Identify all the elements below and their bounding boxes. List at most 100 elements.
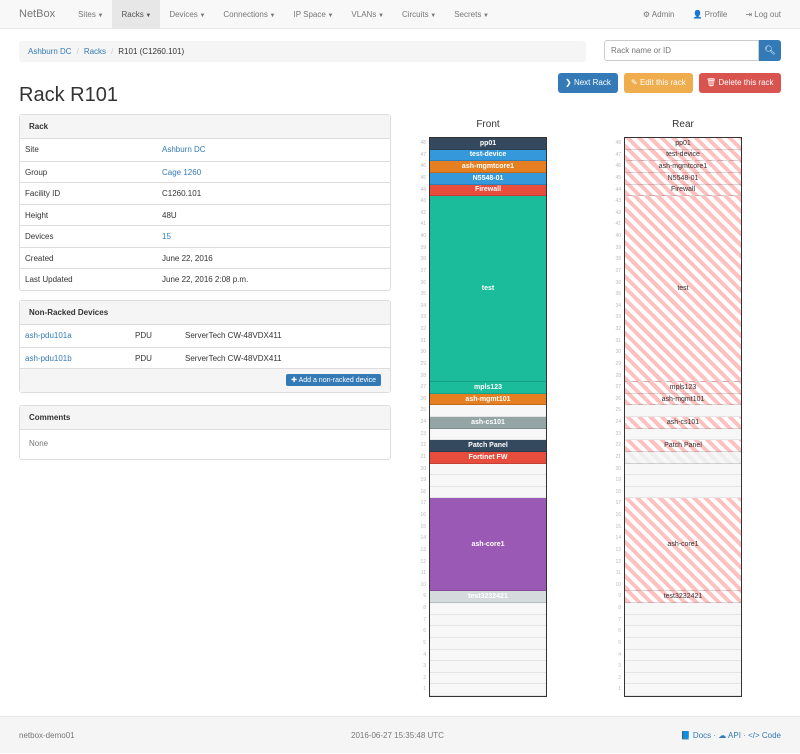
rack-unit-slot[interactable] (430, 650, 546, 662)
rack-device-rear[interactable]: Firewall (625, 184, 741, 197)
unit-number: 11 (420, 570, 426, 577)
rack-unit-slot[interactable] (625, 603, 741, 615)
nav-label: Connections (223, 9, 268, 19)
search-input[interactable] (604, 40, 759, 61)
rack-device-front[interactable]: Patch Panel (430, 440, 546, 452)
add-nonracked-device-button[interactable]: ✚ Add a non-racked device (286, 374, 381, 386)
rack-unit-slot[interactable] (430, 661, 546, 673)
rack-device-rear[interactable]: ash-cs101 (625, 417, 741, 429)
nav-label: Devices (169, 9, 198, 19)
nav-racks[interactable]: Racks ▼ (112, 0, 161, 29)
search-button[interactable]: 🔍︎ (759, 40, 781, 61)
nav-admin[interactable]: ⚙ Admin (634, 0, 684, 29)
rack-device-front[interactable]: test3232421 (430, 591, 546, 603)
rack-unit-slot[interactable] (430, 615, 546, 627)
nonracked-footer: ✚ Add a non-racked device (20, 368, 390, 392)
rack-device-rear[interactable]: Patch Panel (625, 440, 741, 452)
nav-logout[interactable]: ⇥ Log out (736, 0, 800, 29)
unit-number: 22 (420, 442, 426, 449)
rack-device-rear[interactable] (625, 451, 741, 464)
rack-unit-slot[interactable] (430, 429, 546, 441)
rack-unit-slot[interactable] (625, 487, 741, 499)
rack-device-front[interactable]: ash-cs101 (430, 417, 546, 429)
rack-device-rear[interactable]: ash-mgmtcore1 (625, 161, 741, 173)
rack-unit-slot[interactable] (625, 429, 741, 441)
caret-down-icon: ▼ (376, 12, 384, 19)
rack-device-rear[interactable]: mpls123 (625, 382, 741, 394)
rack-unit-slot[interactable] (430, 626, 546, 638)
nav-vlans[interactable]: VLANs ▼ (342, 0, 393, 29)
rack-unit-slot[interactable] (625, 405, 741, 417)
rack-device-rear[interactable]: test3232421 (625, 591, 741, 603)
nav-circuits[interactable]: Circuits ▼ (393, 0, 445, 29)
rack-unit-slot[interactable] (430, 603, 546, 615)
breadcrumb-racks[interactable]: Racks (83, 47, 107, 56)
caret-down-icon: ▼ (481, 12, 489, 19)
unit-number: 34 (615, 302, 621, 309)
device-link[interactable]: ash-pdu101b (25, 353, 72, 363)
rack-unit-slot[interactable] (625, 626, 741, 638)
api-link[interactable]: ☁ API (718, 731, 741, 740)
rack-device-rear[interactable]: ash-mgmt101 (625, 393, 741, 406)
breadcrumb-site[interactable]: Ashburn DC (28, 47, 72, 56)
delete-rack-button[interactable]: 🗑 Delete this rack (699, 73, 781, 93)
unit-number: 1 (618, 686, 621, 693)
edit-rack-button[interactable]: ✎ Edit this rack (624, 73, 693, 93)
rack-device-rear[interactable]: N5548-01 (625, 172, 741, 185)
attr-value: C1260.101 (162, 189, 202, 198)
docs-link[interactable]: 📘 Docs (681, 731, 711, 740)
rack-unit-slot[interactable] (625, 684, 741, 696)
code-link[interactable]: </> Code (748, 731, 781, 740)
nav-ip-space[interactable]: IP Space ▼ (284, 0, 342, 29)
unit-number: 39 (420, 244, 426, 251)
rack-unit-slot[interactable] (430, 464, 546, 476)
nav-secrets[interactable]: Secrets ▼ (445, 0, 498, 29)
code-icon: </> (748, 731, 760, 740)
device-link[interactable]: ash-pdu101a (25, 331, 72, 340)
next-rack-button[interactable]: ❯ Next Rack (558, 73, 618, 93)
rack-device-rear[interactable]: ash-core1 (625, 498, 741, 592)
rack-device-front[interactable]: Fortinet FW (430, 451, 546, 464)
nav-connections[interactable]: Connections ▼ (214, 0, 284, 29)
rack-unit-slot[interactable] (625, 673, 741, 685)
rack-device-front[interactable]: mpls123 (430, 382, 546, 394)
rack-unit-slot[interactable] (430, 673, 546, 685)
unit-number: 20 (615, 465, 621, 472)
rack-unit-slot[interactable] (625, 615, 741, 627)
rack-device-rear[interactable]: test (625, 196, 741, 383)
rack-device-rear[interactable]: pp01 (625, 138, 741, 150)
rack-unit-slot[interactable] (625, 638, 741, 650)
rack-device-front[interactable]: test-device (430, 149, 546, 162)
brand-logo[interactable]: NetBox (19, 8, 56, 20)
unit-number: 18 (420, 488, 426, 495)
attr-value: June 22, 2016 2:08 p.m. (162, 275, 249, 284)
rack-unit-slot[interactable] (430, 684, 546, 696)
rack-unit-slot[interactable] (625, 650, 741, 662)
rack-unit-slot[interactable] (625, 464, 741, 476)
unit-number: 34 (420, 302, 426, 309)
nav-profile[interactable]: 👤 Profile (683, 0, 736, 29)
rack-unit-slot[interactable] (430, 487, 546, 499)
rack-device-front[interactable]: test (430, 196, 546, 383)
rack-device-rear[interactable]: test-device (625, 149, 741, 162)
attr-value[interactable]: Ashburn DC (162, 145, 206, 154)
rack-attr-row: Height 48U (20, 203, 390, 226)
nav-sites[interactable]: Sites ▼ (69, 0, 112, 29)
rack-unit-slot[interactable] (430, 638, 546, 650)
rack-device-front[interactable]: ash-mgmt101 (430, 393, 546, 406)
rack-unit-slot[interactable] (625, 475, 741, 487)
attr-value[interactable]: Cage 1260 (162, 167, 202, 177)
nav-menu: Sites ▼ Racks ▼ Devices ▼ Connections ▼ IP S… (69, 0, 498, 29)
rack-device-front[interactable]: N5548-01 (430, 172, 546, 185)
rack-unit-slot[interactable] (430, 475, 546, 487)
rack-device-front[interactable]: ash-core1 (430, 498, 546, 592)
nav-devices[interactable]: Devices ▼ (160, 0, 214, 29)
rack-unit-slot[interactable] (625, 661, 741, 673)
comments-body: None (29, 439, 49, 448)
unit-number: 16 (615, 512, 621, 518)
rack-device-front[interactable]: ash-mgmtcore1 (430, 161, 546, 173)
rack-device-front[interactable]: Firewall (430, 184, 546, 197)
attr-value[interactable]: 15 (162, 232, 171, 241)
rack-device-front[interactable]: pp01 (430, 138, 546, 150)
rack-unit-slot[interactable] (430, 405, 546, 417)
